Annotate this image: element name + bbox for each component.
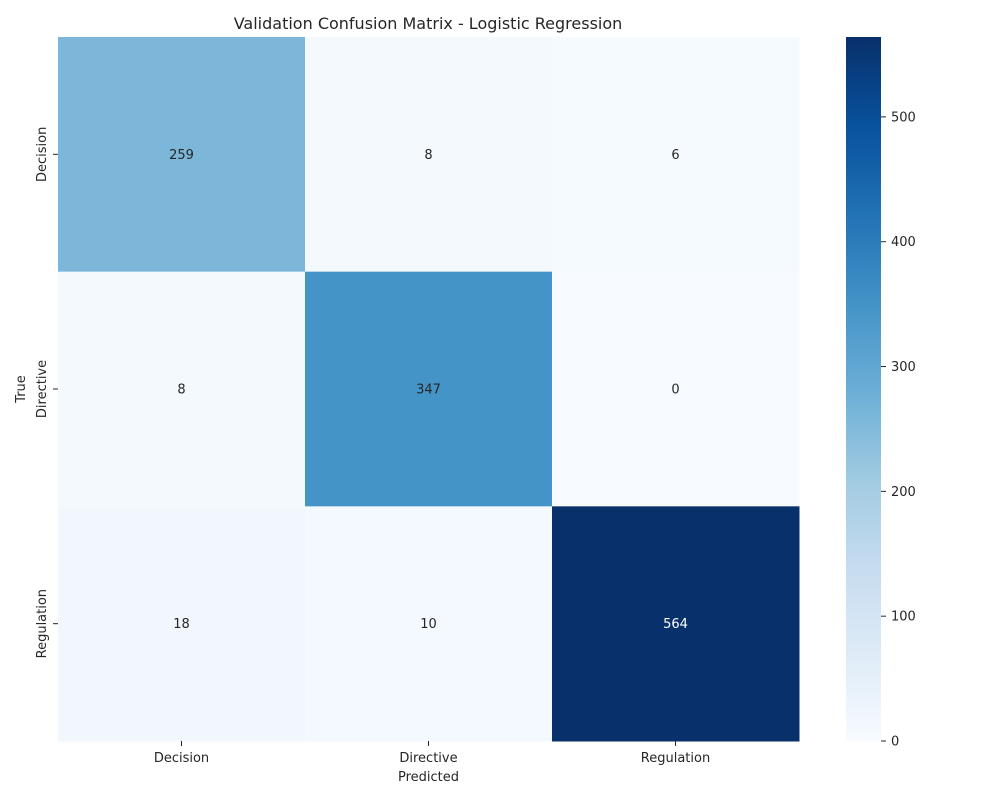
heatmap-cell — [552, 271, 800, 507]
x-axis-label: Predicted — [398, 770, 459, 785]
colorbar — [846, 37, 881, 741]
heatmap-cell — [552, 506, 800, 742]
y-tick-label: Decision — [35, 127, 50, 182]
cell-annotations: 259 8 6 8 347 0 18 10 564 — [169, 148, 688, 632]
y-tick-label: Regulation — [35, 589, 50, 658]
cell-value-label: 10 — [420, 617, 437, 632]
cell-value-label: 8 — [424, 148, 432, 163]
cell-value-label: 6 — [671, 148, 679, 163]
heatmap-cell — [305, 271, 553, 507]
x-tick-label: Regulation — [641, 751, 710, 766]
heatmap-cell — [58, 271, 306, 507]
chart-title: Validation Confusion Matrix - Logistic R… — [234, 14, 623, 33]
heatmap-cell — [58, 37, 306, 273]
colorbar-tick-label: 0 — [891, 735, 899, 750]
cell-value-label: 8 — [177, 383, 185, 398]
colorbar-tick-label: 200 — [891, 485, 916, 500]
y-axis-label: True — [14, 375, 29, 404]
cell-value-label: 259 — [169, 148, 194, 163]
heatmap-cell — [305, 37, 553, 273]
cell-value-label: 18 — [173, 617, 190, 632]
colorbar-tick-label: 400 — [891, 235, 916, 250]
heatmap-cell — [58, 506, 306, 742]
heatmap-cell — [552, 37, 800, 273]
heatmap-cell — [305, 506, 553, 742]
x-tick-label: Directive — [399, 751, 457, 766]
x-tick-label: Decision — [154, 751, 209, 766]
colorbar-tick-label: 300 — [891, 360, 916, 375]
colorbar-ticks: 0 100 200 300 400 500 — [881, 110, 916, 750]
colorbar-tick-label: 500 — [891, 110, 916, 125]
cell-value-label: 0 — [671, 383, 679, 398]
cell-value-label: 347 — [416, 383, 441, 398]
x-axis-ticks: Decision Directive Regulation — [154, 741, 710, 766]
y-axis-ticks: Decision Directive Regulation — [35, 127, 58, 658]
heatmap-cells — [58, 37, 800, 742]
colorbar-tick-label: 100 — [891, 610, 916, 625]
y-tick-label: Directive — [35, 360, 50, 418]
cell-value-label: 564 — [663, 617, 688, 632]
